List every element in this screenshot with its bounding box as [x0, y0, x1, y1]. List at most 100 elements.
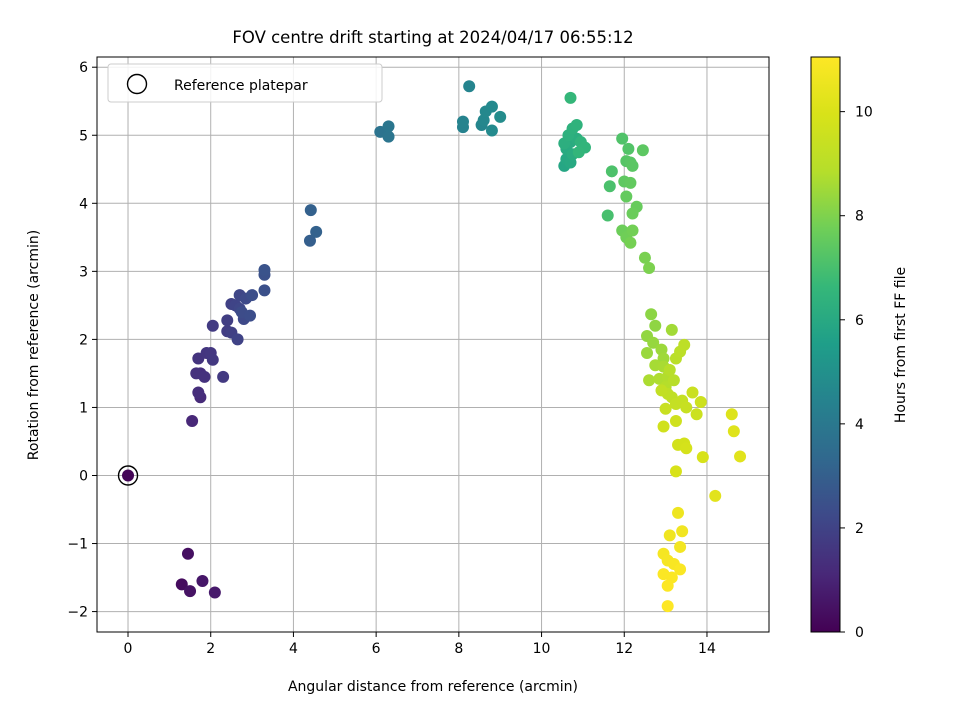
legend: Reference platepar [107, 63, 383, 103]
y-tick-label: 4 [79, 196, 88, 212]
data-point [616, 132, 629, 145]
colorbar-tick-label: 0 [855, 625, 864, 641]
x-tick-label: 10 [533, 641, 551, 657]
data-point [463, 80, 476, 93]
data-point [643, 261, 656, 274]
x-axis-ticks: 0 2 4 6 8 10 12 14 [124, 632, 716, 657]
data-point [674, 540, 687, 553]
y-tick-label: 2 [79, 332, 88, 348]
data-point [208, 586, 221, 599]
x-tick-label: 0 [124, 641, 133, 657]
data-point [601, 209, 614, 222]
x-tick-label: 4 [289, 641, 298, 657]
x-tick-label: 6 [372, 641, 381, 657]
data-point [661, 600, 674, 613]
y-tick-label: −1 [67, 537, 88, 553]
data-point [678, 338, 691, 351]
colorbar-gradient [810, 56, 841, 633]
reference-marker [117, 465, 139, 486]
data-point [690, 408, 703, 421]
data-point [686, 386, 699, 399]
data-point [456, 115, 469, 128]
data-point [674, 563, 687, 576]
data-point [626, 159, 639, 172]
data-point [734, 450, 747, 463]
colorbar-label: Hours from first FF file [893, 267, 909, 423]
colorbar-tick-label: 2 [855, 521, 864, 537]
data-point [246, 289, 259, 302]
data-point [624, 236, 637, 249]
data-point [669, 415, 682, 428]
y-tick-label: 6 [79, 60, 88, 76]
data-point [620, 190, 633, 203]
data-point [231, 333, 244, 346]
data-point [657, 420, 670, 433]
data-point [221, 314, 234, 327]
colorbar-ticks: 0 2 4 6 8 10 [840, 105, 873, 641]
legend-reference-marker [126, 73, 148, 95]
data-point [680, 442, 693, 455]
data-point [382, 120, 395, 133]
x-tick-label: 12 [615, 641, 633, 657]
data-point [672, 506, 685, 519]
data-point [564, 91, 577, 104]
data-point [192, 386, 205, 399]
reference-platepar-marker [117, 465, 139, 486]
data-point [626, 224, 639, 237]
data-point [622, 142, 635, 155]
data-point [709, 489, 722, 502]
y-tick-label: 5 [79, 128, 88, 144]
data-point [647, 336, 660, 349]
data-point [175, 578, 188, 591]
data-point [725, 408, 738, 421]
y-tick-label: 1 [79, 400, 88, 416]
legend-box [107, 63, 383, 103]
data-point [676, 525, 689, 538]
data-point [669, 465, 682, 478]
y-tick-label: 3 [79, 264, 88, 280]
data-point [696, 451, 709, 464]
data-point [603, 180, 616, 193]
data-point [624, 176, 637, 189]
x-tick-label: 14 [698, 641, 716, 657]
colorbar-tick-label: 4 [855, 417, 864, 433]
data-point [186, 415, 199, 428]
colorbar-tick-label: 8 [855, 209, 864, 225]
legend-entry-reference-platepar: Reference platepar [174, 78, 308, 94]
y-axis-label: Rotation from reference (arcmin) [26, 230, 42, 460]
data-point [667, 374, 680, 387]
data-point [645, 308, 658, 321]
data-point [382, 130, 395, 143]
chart-title: FOV centre drift starting at 2024/04/17 … [232, 28, 633, 47]
colorbar: 0 2 4 6 8 10 Hours from first FF file [810, 56, 909, 641]
data-point [663, 364, 676, 377]
data-point [485, 124, 498, 137]
data-point [638, 251, 651, 264]
data-point [258, 263, 271, 276]
data-point [641, 347, 654, 360]
data-point [181, 547, 194, 560]
data-point [494, 110, 507, 123]
data-point [649, 319, 662, 332]
data-point [217, 370, 230, 383]
data-point [680, 401, 693, 414]
grid-lines [97, 57, 769, 632]
data-point [244, 309, 257, 322]
colorbar-tick-label: 10 [855, 105, 873, 121]
scatter-points [122, 80, 747, 613]
x-tick-label: 2 [206, 641, 215, 657]
data-point [258, 284, 271, 297]
data-point [663, 529, 676, 542]
data-point [304, 204, 317, 217]
data-point [570, 119, 583, 132]
data-point [485, 100, 498, 113]
data-point [572, 146, 585, 159]
data-point [206, 319, 219, 332]
data-point [643, 374, 656, 387]
data-point [626, 207, 639, 220]
x-axis-label: Angular distance from reference (arcmin) [288, 679, 578, 695]
colorbar-tick-label: 6 [855, 313, 864, 329]
data-point [303, 234, 316, 247]
data-point [184, 585, 197, 598]
